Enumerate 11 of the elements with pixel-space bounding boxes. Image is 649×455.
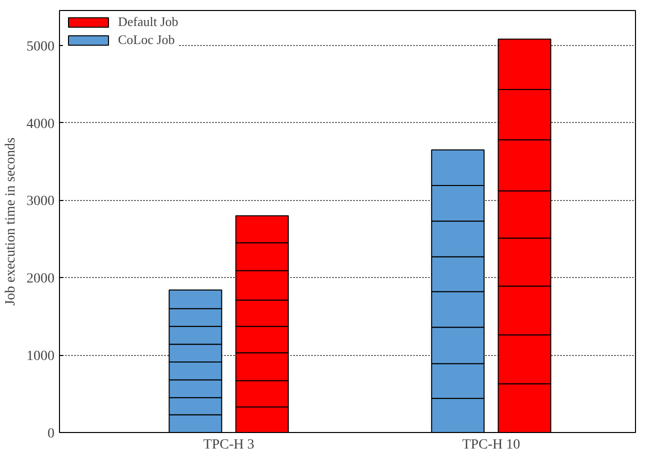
x-tick-label: TPC-H 10 bbox=[462, 438, 520, 452]
y-tick-label: 4000 bbox=[26, 116, 54, 132]
y-tick-label: 3000 bbox=[26, 194, 54, 210]
legend-label: CoLoc Job bbox=[118, 32, 175, 48]
y-tick-label: 5000 bbox=[26, 39, 54, 54]
y-axis-title: Job execution time in seconds bbox=[4, 138, 18, 306]
legend-label: Default Job bbox=[118, 14, 178, 30]
y-tick-label: 1000 bbox=[26, 349, 54, 364]
x-tick-label: TPC-H 3 bbox=[203, 438, 254, 452]
y-tick-label: 0 bbox=[48, 426, 54, 442]
y-tick-label: 2000 bbox=[26, 272, 54, 287]
